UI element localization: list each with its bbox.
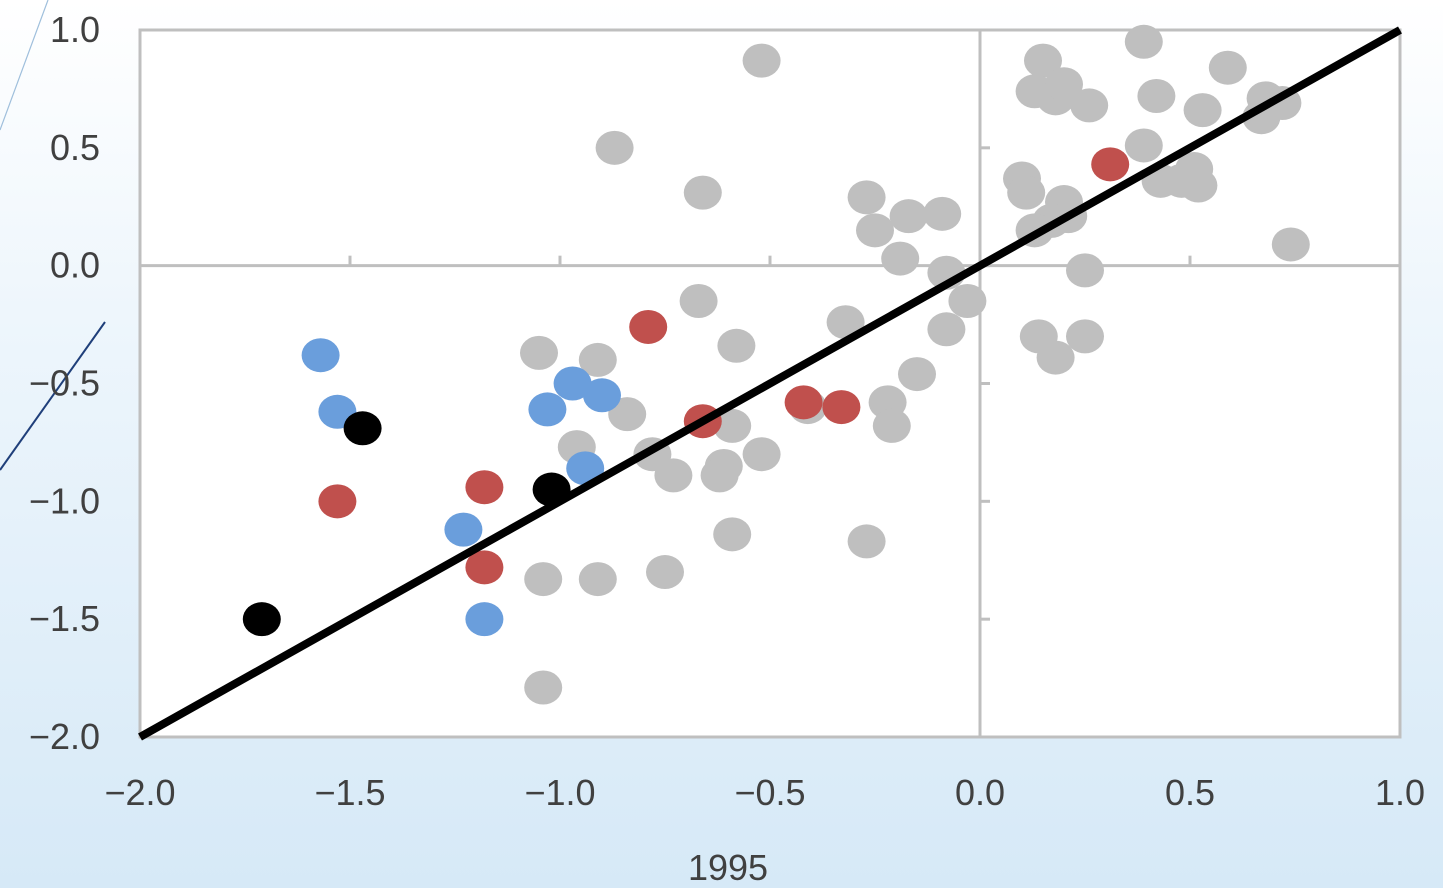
scatter-point xyxy=(301,338,340,373)
scatter-point xyxy=(856,213,894,248)
scatter-point xyxy=(343,411,382,446)
scatter-point xyxy=(898,357,936,392)
scatter-point xyxy=(646,555,684,590)
scatter-point xyxy=(948,284,987,319)
scatter-point xyxy=(1183,93,1222,128)
scatter-point xyxy=(1045,67,1083,102)
scatter-point xyxy=(578,562,617,597)
x-tick-label: 1.0 xyxy=(1375,772,1425,813)
scatter-point xyxy=(595,130,634,165)
scatter-point xyxy=(553,366,592,401)
x-tick-labels: −2.0 −1.5 −1.0 −0.5 0.0 0.5 1.0 xyxy=(104,772,1425,813)
scatter-point xyxy=(465,550,504,585)
scatter-point xyxy=(784,385,823,420)
scatter-point xyxy=(1271,227,1310,262)
y-tick-label: −2.0 xyxy=(29,716,100,757)
scatter-point xyxy=(822,390,861,425)
y-tick-label: 0.5 xyxy=(50,127,100,168)
scatter-point xyxy=(1036,340,1075,375)
scatter-point xyxy=(578,342,617,377)
scatter-point xyxy=(700,458,739,493)
scatter-point xyxy=(923,196,962,231)
scatter-point xyxy=(847,524,886,559)
x-tick-label: −1.5 xyxy=(314,772,385,813)
scatter-point xyxy=(1091,147,1130,182)
axis-ticks xyxy=(138,28,1402,739)
scatter-point xyxy=(465,470,504,505)
scatter-point xyxy=(742,43,781,78)
scatter-point xyxy=(654,458,693,493)
scatter-point xyxy=(1137,78,1176,113)
diagonal-line xyxy=(138,26,1402,741)
scatter-point xyxy=(1124,128,1163,163)
y-tick-labels: −2.0 −1.5 −1.0 −0.5 0.0 0.5 1.0 xyxy=(29,9,100,757)
scatter-point xyxy=(444,512,483,547)
scatter-point xyxy=(717,328,756,363)
diag-accent-line-1 xyxy=(0,0,49,131)
scatter-point xyxy=(242,602,281,637)
scatter-point xyxy=(889,199,928,234)
scatter-point xyxy=(1024,43,1062,78)
x-tick-label: −2.0 xyxy=(104,772,175,813)
scatter-point xyxy=(608,397,647,432)
scatter-point xyxy=(742,437,781,472)
scatter-point xyxy=(1208,50,1247,85)
scatter-point xyxy=(1007,175,1046,210)
scatter-point xyxy=(520,335,558,370)
scatter-point xyxy=(629,309,668,344)
diagonal-line-group xyxy=(138,26,1402,741)
scatter-point xyxy=(1066,253,1104,288)
scatter-point xyxy=(881,241,920,276)
scatter-point xyxy=(713,517,752,552)
scatter-point xyxy=(1124,24,1163,59)
x-tick-label: −0.5 xyxy=(734,772,805,813)
y-tick-label: 0.0 xyxy=(50,245,100,286)
scatter-point xyxy=(1070,88,1109,123)
diag-accent-line-2 xyxy=(0,321,106,471)
y-tick-label: −1.0 xyxy=(29,480,100,521)
scatter-point xyxy=(872,408,911,443)
x-tick-label: 0.5 xyxy=(1165,772,1215,813)
scatter-point xyxy=(683,175,722,210)
y-tick-label: 1.0 xyxy=(50,9,100,50)
scatter-point xyxy=(528,392,567,427)
scatter-point xyxy=(524,670,563,705)
data-points xyxy=(242,24,1310,705)
scatter-point xyxy=(679,284,718,319)
scatter-point xyxy=(847,180,886,215)
scatter-point xyxy=(713,408,752,443)
scatter-point xyxy=(1179,168,1218,203)
scatter-point xyxy=(1066,319,1104,354)
x-tick-label: 0.0 xyxy=(955,772,1005,813)
x-tick-label: −1.0 xyxy=(524,772,595,813)
scatter-point xyxy=(318,484,357,519)
scatter-point xyxy=(583,378,621,413)
scatter-point xyxy=(524,562,563,597)
scatter-point xyxy=(927,312,966,347)
y-tick-label: −0.5 xyxy=(29,363,100,404)
x-axis-title: 1995 xyxy=(688,847,768,888)
scatter-point xyxy=(826,305,865,340)
y-tick-label: −1.5 xyxy=(29,598,100,639)
scatter-point xyxy=(465,602,504,637)
scatter-point xyxy=(566,451,605,486)
